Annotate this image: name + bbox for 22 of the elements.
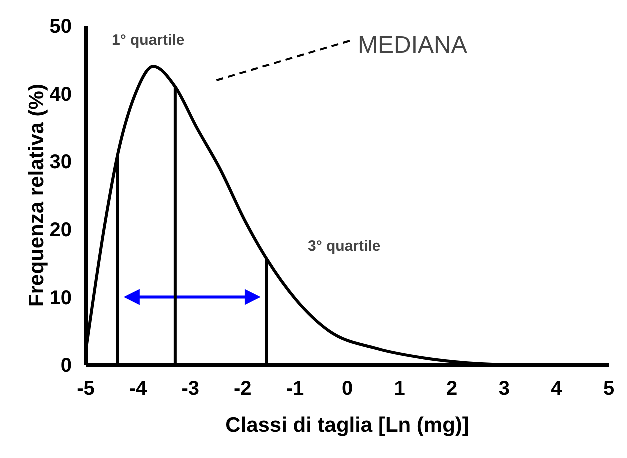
x-tick-label: -4 [129, 378, 148, 400]
annotation: 3° quartile [308, 238, 381, 255]
y-tick-label: 0 [60, 355, 72, 378]
x-tick-label: 3 [498, 378, 510, 400]
annotation: 1° quartile [112, 32, 185, 49]
x-tick-label: -3 [182, 378, 200, 400]
y-tick-label: 10 [50, 287, 72, 310]
y-tick-label: 20 [50, 220, 72, 242]
x-tick-label: 1 [394, 378, 406, 400]
x-tick-label: -2 [234, 378, 252, 400]
annotation: MEDIANA [358, 32, 468, 59]
x-tick-label: 5 [603, 378, 615, 400]
y-tick-label: 50 [50, 16, 72, 38]
y-tick-label: 30 [50, 152, 72, 174]
x-tick-label: -1 [286, 378, 304, 400]
x-tick-label: 2 [446, 378, 458, 400]
x-axis-title: Classi di taglia [Ln (mg)] [226, 414, 470, 437]
x-tick-label: 0 [342, 378, 354, 400]
x-tick-label: 4 [551, 378, 564, 400]
x-tick-label: -5 [77, 378, 95, 400]
y-axis-title: Frequenza relativa (%) [25, 84, 48, 307]
y-tick-label: 40 [50, 84, 72, 106]
